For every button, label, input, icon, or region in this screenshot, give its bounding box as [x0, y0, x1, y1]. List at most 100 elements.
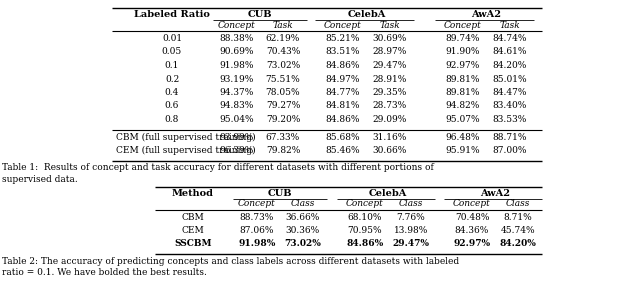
Text: 28.73%: 28.73% [373, 102, 407, 110]
Text: 84.74%: 84.74% [493, 34, 527, 43]
Text: Labeled Ratio: Labeled Ratio [134, 10, 210, 19]
Text: 78.05%: 78.05% [266, 88, 300, 97]
Text: CelebA: CelebA [348, 10, 386, 19]
Text: 8.71%: 8.71% [504, 212, 532, 222]
Text: 93.99%: 93.99% [220, 133, 254, 141]
Text: 83.40%: 83.40% [493, 102, 527, 110]
Text: Table 1:  Results of concept and task accuracy for different datasets with diffe: Table 1: Results of concept and task acc… [2, 164, 434, 172]
Text: 87.00%: 87.00% [493, 146, 527, 155]
Text: Task: Task [273, 21, 293, 30]
Text: 70.43%: 70.43% [266, 47, 300, 57]
Text: CEM (full supervised training): CEM (full supervised training) [116, 146, 256, 155]
Text: Class: Class [506, 199, 530, 209]
Text: Class: Class [291, 199, 315, 209]
Text: 96.39%: 96.39% [220, 146, 254, 155]
Text: 79.27%: 79.27% [266, 102, 300, 110]
Text: 92.97%: 92.97% [446, 61, 480, 70]
Text: 70.95%: 70.95% [348, 226, 382, 235]
Text: AwA2: AwA2 [480, 188, 510, 198]
Text: 30.66%: 30.66% [373, 146, 407, 155]
Text: 94.83%: 94.83% [220, 102, 254, 110]
Text: CelebA: CelebA [369, 188, 407, 198]
Text: 0.01: 0.01 [162, 34, 182, 43]
Text: 70.48%: 70.48% [455, 212, 489, 222]
Text: 88.73%: 88.73% [240, 212, 274, 222]
Text: 95.07%: 95.07% [445, 115, 480, 124]
Text: 91.98%: 91.98% [238, 240, 276, 248]
Text: 89.81%: 89.81% [445, 74, 480, 84]
Text: Concept: Concept [346, 199, 384, 209]
Text: 92.97%: 92.97% [453, 240, 491, 248]
Text: Concept: Concept [453, 199, 491, 209]
Text: SSCBM: SSCBM [174, 240, 212, 248]
Text: 68.10%: 68.10% [348, 212, 382, 222]
Text: 89.74%: 89.74% [445, 34, 480, 43]
Text: 73.02%: 73.02% [266, 61, 300, 70]
Text: CBM (full supervised training): CBM (full supervised training) [116, 133, 256, 142]
Text: CBM: CBM [182, 212, 204, 222]
Text: 84.61%: 84.61% [493, 47, 527, 57]
Text: 62.19%: 62.19% [266, 34, 300, 43]
Text: 85.68%: 85.68% [326, 133, 360, 141]
Text: CUB: CUB [248, 10, 272, 19]
Text: ratio = 0.1. We have bolded the best results.: ratio = 0.1. We have bolded the best res… [2, 268, 207, 277]
Text: 29.09%: 29.09% [373, 115, 407, 124]
Text: 36.66%: 36.66% [286, 212, 320, 222]
Text: CEM: CEM [182, 226, 204, 235]
Text: 73.02%: 73.02% [285, 240, 321, 248]
Text: 83.51%: 83.51% [326, 47, 360, 57]
Text: Task: Task [380, 21, 401, 30]
Text: 91.90%: 91.90% [445, 47, 480, 57]
Text: 0.8: 0.8 [165, 115, 179, 124]
Text: 30.36%: 30.36% [286, 226, 320, 235]
Text: 84.86%: 84.86% [326, 61, 360, 70]
Text: 84.77%: 84.77% [326, 88, 360, 97]
Text: 96.48%: 96.48% [445, 133, 480, 141]
Text: 89.81%: 89.81% [445, 88, 480, 97]
Text: 84.81%: 84.81% [326, 102, 360, 110]
Text: 79.20%: 79.20% [266, 115, 300, 124]
Text: 28.91%: 28.91% [373, 74, 407, 84]
Text: Class: Class [399, 199, 423, 209]
Text: 93.19%: 93.19% [220, 74, 254, 84]
Text: 29.47%: 29.47% [392, 240, 429, 248]
Text: Task: Task [500, 21, 520, 30]
Text: 85.46%: 85.46% [326, 146, 360, 155]
Text: 88.38%: 88.38% [220, 34, 254, 43]
Text: 84.97%: 84.97% [326, 74, 360, 84]
Text: 0.1: 0.1 [165, 61, 179, 70]
Text: 28.97%: 28.97% [373, 47, 407, 57]
Text: 84.47%: 84.47% [493, 88, 527, 97]
Text: 30.69%: 30.69% [373, 34, 407, 43]
Text: 84.86%: 84.86% [326, 115, 360, 124]
Text: 0.6: 0.6 [165, 102, 179, 110]
Text: 45.74%: 45.74% [500, 226, 535, 235]
Text: 84.20%: 84.20% [493, 61, 527, 70]
Text: 0.4: 0.4 [165, 88, 179, 97]
Text: 83.53%: 83.53% [493, 115, 527, 124]
Text: 29.35%: 29.35% [373, 88, 407, 97]
Text: 79.82%: 79.82% [266, 146, 300, 155]
Text: Concept: Concept [238, 199, 276, 209]
Text: 91.98%: 91.98% [220, 61, 254, 70]
Text: 67.33%: 67.33% [266, 133, 300, 141]
Text: 85.21%: 85.21% [326, 34, 360, 43]
Text: CUB: CUB [268, 188, 292, 198]
Text: 94.82%: 94.82% [446, 102, 480, 110]
Text: supervised data.: supervised data. [2, 174, 77, 184]
Text: 13.98%: 13.98% [394, 226, 428, 235]
Text: 31.16%: 31.16% [373, 133, 407, 141]
Text: 94.37%: 94.37% [220, 88, 254, 97]
Text: 84.20%: 84.20% [500, 240, 536, 248]
Text: 90.69%: 90.69% [220, 47, 254, 57]
Text: 84.86%: 84.86% [346, 240, 383, 248]
Text: AwA2: AwA2 [472, 10, 502, 19]
Text: 84.36%: 84.36% [455, 226, 489, 235]
Text: 88.71%: 88.71% [493, 133, 527, 141]
Text: Concept: Concept [218, 21, 256, 30]
Text: 7.76%: 7.76% [397, 212, 426, 222]
Text: 75.51%: 75.51% [266, 74, 300, 84]
Text: Concept: Concept [444, 21, 482, 30]
Text: 0.2: 0.2 [165, 74, 179, 84]
Text: Method: Method [172, 188, 214, 198]
